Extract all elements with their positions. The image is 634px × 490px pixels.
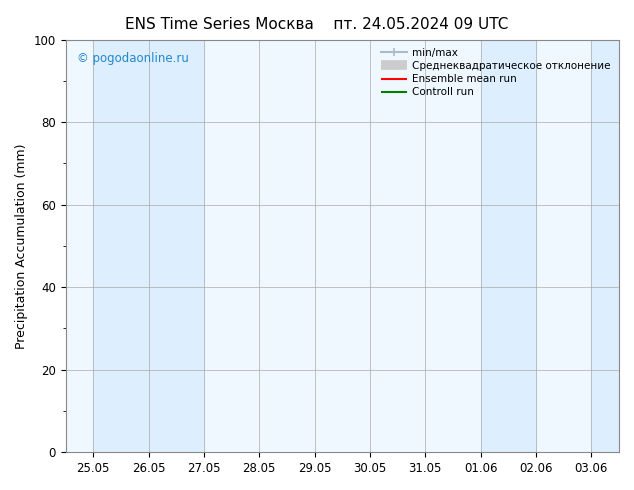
Legend: min/max, Среднеквадратическое отклонение, Ensemble mean run, Controll run: min/max, Среднеквадратическое отклонение…: [378, 45, 614, 100]
Y-axis label: Precipitation Accumulation (mm): Precipitation Accumulation (mm): [15, 143, 28, 349]
Bar: [592, 40, 619, 452]
Text: ENS Time Series Москва    пт. 24.05.2024 09 UTC: ENS Time Series Москва пт. 24.05.2024 09…: [126, 17, 508, 32]
Bar: [93, 40, 204, 452]
Text: © pogodaonline.ru: © pogodaonline.ru: [77, 52, 188, 65]
Bar: [481, 40, 536, 452]
